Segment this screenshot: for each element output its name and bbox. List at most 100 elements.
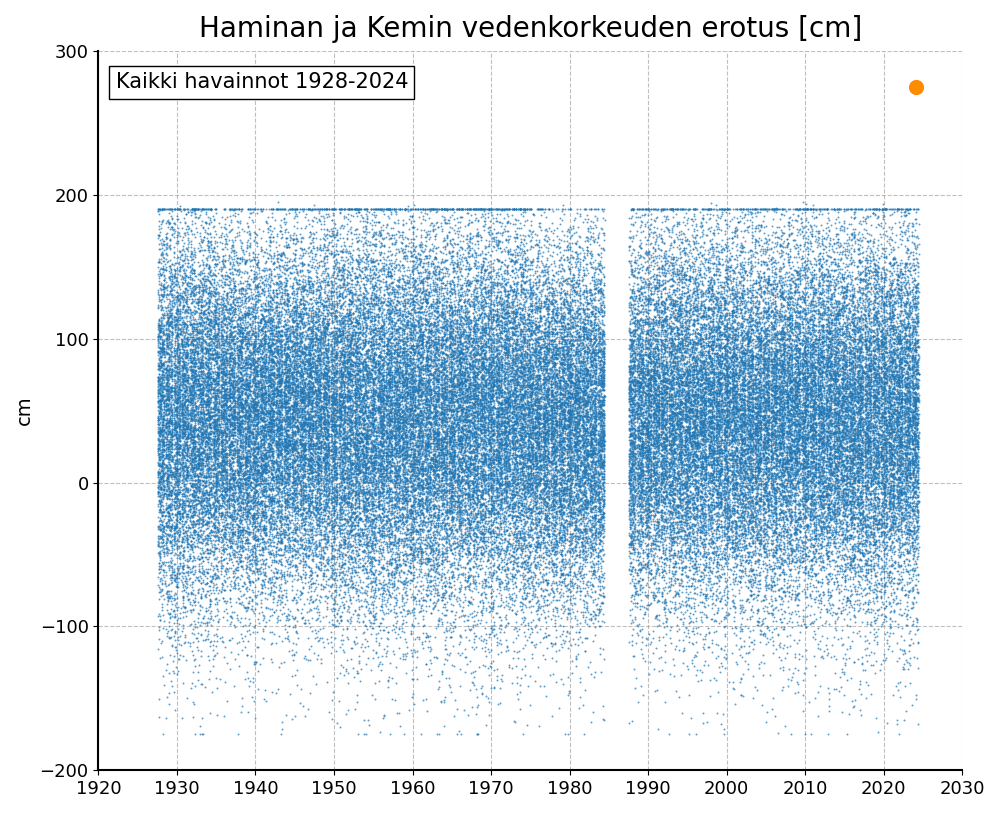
Point (184, 281, 200, 294)
Point (502, 338, 518, 351)
Point (419, 350, 435, 363)
Point (832, 388, 848, 401)
Point (559, 328, 575, 341)
Point (843, 454, 859, 467)
Point (648, 434, 664, 447)
Point (423, 388, 439, 401)
Point (548, 395, 564, 408)
Point (797, 372, 813, 385)
Point (847, 345, 863, 358)
Point (829, 502, 845, 515)
Point (511, 364, 527, 377)
Point (439, 512, 455, 525)
Point (389, 376, 405, 389)
Point (159, 542, 175, 555)
Point (640, 357, 656, 370)
Point (763, 382, 779, 395)
Point (470, 415, 486, 428)
Point (205, 474, 221, 487)
Point (878, 294, 894, 307)
Point (583, 354, 599, 367)
Point (414, 460, 430, 473)
Point (737, 373, 753, 386)
Point (543, 400, 559, 413)
Point (402, 298, 418, 311)
Point (265, 470, 281, 483)
Point (165, 290, 181, 303)
Point (480, 337, 496, 350)
Point (198, 435, 214, 448)
Point (191, 326, 207, 339)
Point (532, 305, 548, 318)
Point (324, 491, 340, 504)
Point (492, 625, 508, 638)
Point (500, 353, 516, 366)
Point (206, 509, 222, 522)
Point (897, 371, 913, 384)
Point (531, 476, 547, 489)
Point (309, 398, 325, 411)
Point (466, 485, 482, 498)
Point (698, 457, 714, 470)
Point (188, 356, 204, 369)
Point (826, 537, 842, 550)
Point (362, 302, 378, 315)
Point (293, 315, 309, 328)
Point (899, 447, 915, 460)
Point (182, 382, 198, 395)
Point (716, 340, 732, 353)
Point (159, 392, 175, 405)
Point (465, 376, 481, 389)
Point (744, 353, 760, 366)
Point (303, 398, 319, 411)
Point (364, 372, 380, 385)
Point (596, 450, 612, 463)
Point (269, 298, 285, 311)
Point (466, 481, 482, 494)
Point (806, 405, 822, 418)
Point (841, 363, 857, 376)
Point (436, 693, 452, 706)
Point (151, 386, 167, 399)
Point (237, 337, 253, 350)
Point (862, 429, 878, 442)
Point (539, 528, 555, 541)
Point (577, 506, 593, 519)
Point (332, 399, 348, 412)
Point (835, 473, 851, 486)
Point (569, 394, 585, 407)
Point (583, 359, 599, 372)
Point (878, 446, 894, 459)
Point (727, 230, 743, 243)
Point (333, 560, 349, 573)
Point (847, 544, 863, 557)
Point (285, 362, 301, 375)
Point (538, 479, 554, 492)
Point (182, 384, 198, 397)
Point (365, 334, 381, 347)
Point (655, 363, 671, 376)
Point (307, 464, 323, 477)
Point (696, 415, 712, 428)
Point (251, 353, 267, 366)
Point (522, 380, 538, 393)
Point (451, 202, 467, 215)
Point (573, 605, 589, 618)
Point (370, 471, 386, 484)
Point (164, 522, 180, 535)
Point (430, 578, 446, 591)
Point (410, 386, 426, 399)
Point (238, 328, 254, 341)
Point (427, 398, 443, 411)
Point (528, 465, 544, 478)
Point (321, 486, 337, 499)
Point (759, 241, 775, 254)
Point (383, 375, 399, 388)
Point (713, 243, 729, 256)
Point (549, 407, 565, 420)
Point (223, 346, 239, 359)
Point (587, 433, 603, 446)
Point (820, 433, 836, 446)
Point (829, 341, 845, 354)
Point (650, 521, 666, 534)
